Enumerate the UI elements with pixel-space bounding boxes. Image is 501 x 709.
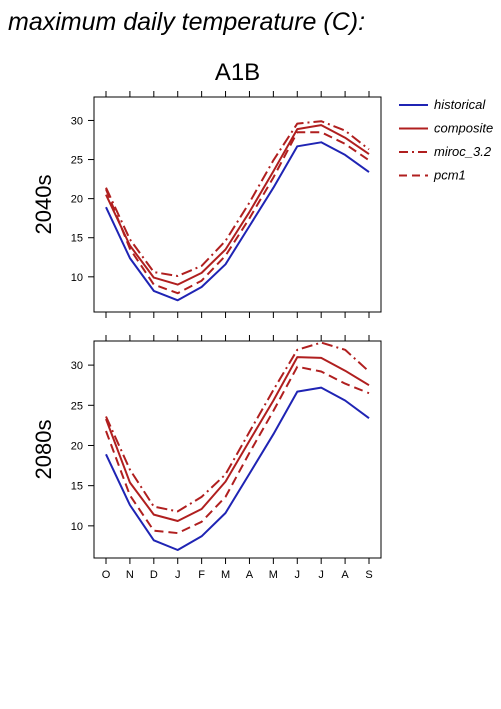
x-tick-label: O — [102, 569, 111, 581]
panel-2: 10 15 20 25 30 O N D J F M A M J J A S 2080s — [31, 335, 382, 581]
y-tick-label: 25 — [71, 155, 83, 167]
y-tick-label: 20 — [71, 440, 83, 452]
y-tick-label: 15 — [71, 481, 83, 493]
y-tick-label: 20 — [71, 194, 83, 206]
y-tick-label: 15 — [71, 233, 83, 245]
x-tick-label: J — [175, 569, 181, 581]
plot-frame — [93, 340, 382, 559]
series-line-miroc-3-2 — [105, 341, 370, 513]
x-tick-label: S — [365, 569, 372, 581]
plot-frame — [93, 96, 382, 313]
panel-1: A1B 10 15 20 25 30 2040s — [31, 59, 382, 318]
series-line-pcm1 — [105, 131, 370, 295]
series-line-historical — [105, 386, 370, 551]
series-line-historical — [105, 141, 370, 302]
y-tick-label: 25 — [71, 400, 83, 412]
series-line-miroc-3-2 — [105, 120, 370, 277]
legend-label: miroc_3.2 — [434, 144, 492, 159]
panel-title: A1B — [215, 59, 260, 86]
y-tick-label: 30 — [71, 115, 83, 127]
legend-label: composite — [434, 121, 493, 136]
y-axis-label: 2080s — [31, 420, 56, 480]
x-tick-label: D — [150, 569, 158, 581]
x-tick-label: J — [295, 569, 301, 581]
x-tick-label: M — [221, 569, 230, 581]
x-tick-label: J — [318, 569, 324, 581]
series-line-pcm1 — [105, 365, 370, 535]
legend: historical composite miroc_3.2 pcm1 — [399, 97, 493, 183]
series-line-composite — [105, 356, 370, 522]
legend-label: historical — [434, 97, 486, 112]
y-tick-label: 30 — [71, 360, 83, 372]
x-tick-label: M — [269, 569, 278, 581]
legend-label: pcm1 — [433, 168, 466, 183]
series-line-composite — [105, 124, 370, 286]
x-tick-label: N — [126, 569, 134, 581]
x-tick-label: A — [246, 569, 254, 581]
x-tick-label: A — [341, 569, 349, 581]
y-axis-label: 2040s — [31, 175, 56, 235]
page-title: maximum daily temperature (C): — [8, 8, 366, 36]
y-tick-label: 10 — [71, 272, 83, 284]
y-tick-label: 10 — [71, 521, 83, 533]
x-tick-label: F — [198, 569, 205, 581]
